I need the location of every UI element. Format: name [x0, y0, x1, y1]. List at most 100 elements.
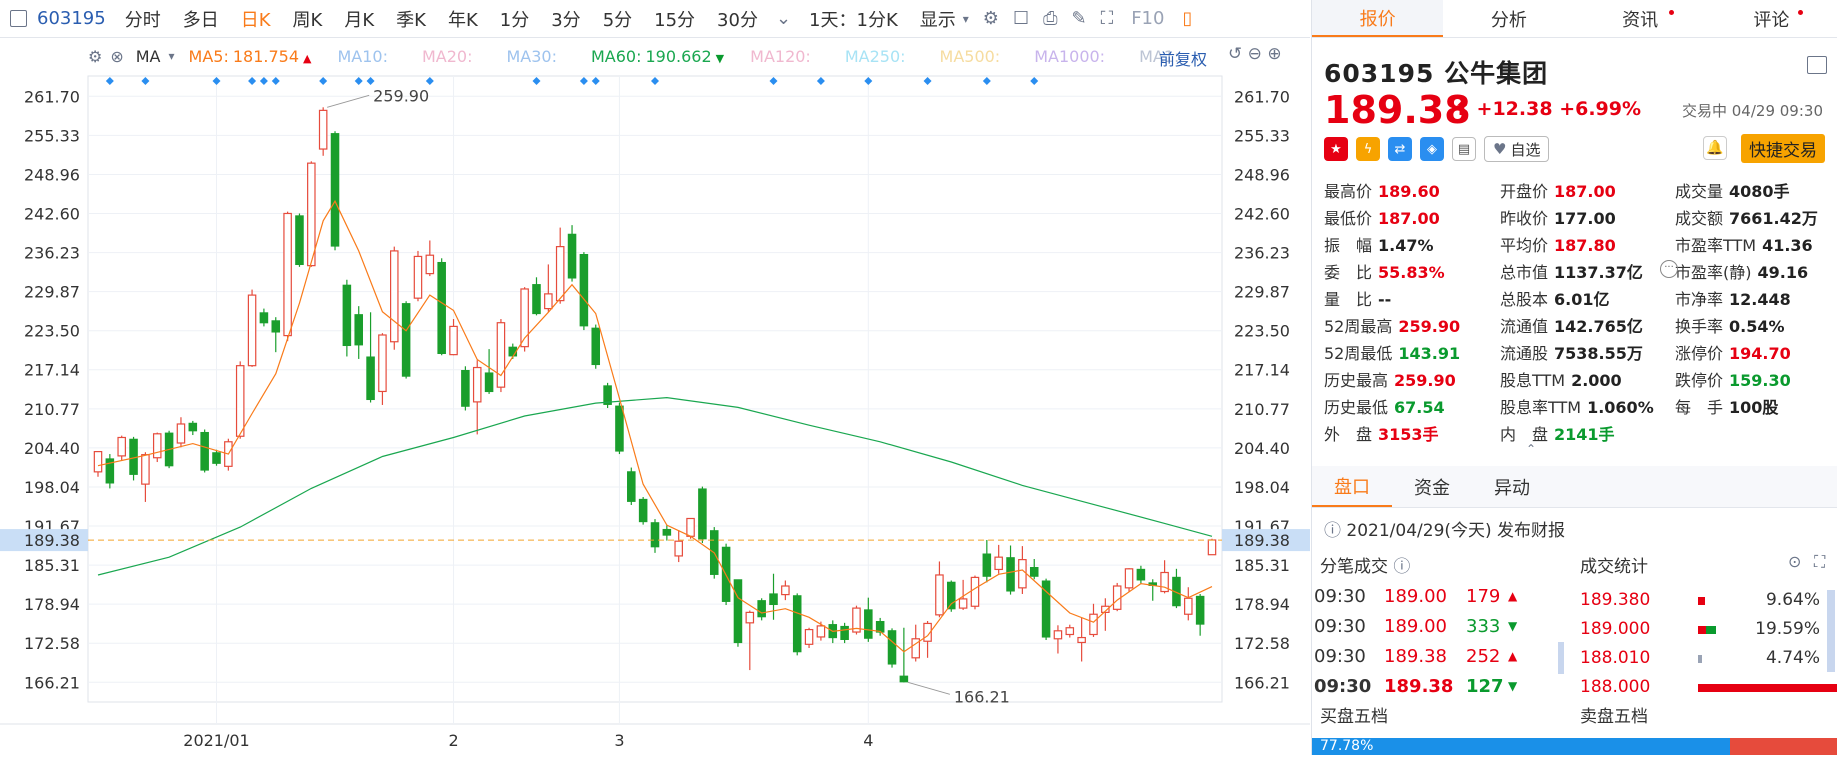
- quote-tab[interactable]: 资讯: [1575, 0, 1706, 37]
- lightning-icon[interactable]: ϟ: [1356, 137, 1380, 161]
- candle-body[interactable]: [1207, 539, 1217, 556]
- quote-tab[interactable]: 报价: [1312, 0, 1444, 37]
- period-tab[interactable]: 年K: [447, 9, 478, 31]
- candle-body[interactable]: [259, 312, 269, 324]
- collapse-icon[interactable]: ⌃: [1526, 442, 1537, 456]
- zoom-out-icon[interactable]: ⊖: [1247, 44, 1262, 64]
- chevron-down-icon[interactable]: ⌄: [775, 8, 792, 29]
- help-icon[interactable]: ⓘ: [1393, 557, 1411, 577]
- candle-body[interactable]: [911, 638, 920, 659]
- chevron-down-icon[interactable]: ▾: [168, 49, 175, 63]
- event-marker-icon[interactable]: [579, 77, 588, 85]
- event-marker-icon[interactable]: [591, 77, 600, 85]
- candle-body[interactable]: [271, 320, 281, 333]
- period-select[interactable]: 1天：1分K: [809, 9, 898, 31]
- candle-body[interactable]: [378, 334, 387, 393]
- period-tab[interactable]: 季K: [396, 9, 426, 31]
- candle-body[interactable]: [247, 294, 257, 367]
- period-tab[interactable]: 5分: [602, 9, 633, 31]
- candle-body[interactable]: [650, 522, 660, 548]
- tag-icon[interactable]: ◈: [1420, 137, 1444, 161]
- candle-body[interactable]: [1136, 568, 1146, 581]
- candle-body[interactable]: [970, 576, 980, 607]
- sub-tab[interactable]: 资金: [1414, 477, 1450, 499]
- candle-body[interactable]: [1053, 630, 1063, 640]
- candle-body[interactable]: [1089, 613, 1098, 636]
- period-tab[interactable]: 15分: [654, 9, 696, 31]
- menu-icon[interactable]: [1807, 56, 1827, 74]
- candle-body[interactable]: [603, 385, 612, 405]
- candle-body[interactable]: [1184, 597, 1193, 615]
- report-notice[interactable]: ⓘ 2021/04/29(今天) 发布财报: [1324, 516, 1565, 541]
- candle-body[interactable]: [1195, 595, 1205, 625]
- candle-body[interactable]: [555, 246, 565, 302]
- candle-body[interactable]: [733, 579, 743, 644]
- candle-body[interactable]: [472, 366, 482, 403]
- adjust-button[interactable]: 前复权: [1159, 50, 1208, 69]
- candle-body[interactable]: [212, 452, 221, 464]
- ma-item[interactable]: MA120:: [750, 47, 819, 66]
- ma-label[interactable]: MA: [135, 46, 161, 66]
- candle-body[interactable]: [674, 540, 683, 557]
- ma-item[interactable]: MA10:: [338, 47, 397, 66]
- ma-item[interactable]: MA500:: [940, 47, 1009, 66]
- more-icon[interactable]: ···: [1660, 260, 1678, 278]
- event-marker-icon[interactable]: [248, 77, 257, 85]
- candle-body[interactable]: [769, 593, 778, 606]
- candle-body[interactable]: [437, 261, 446, 355]
- candle-body[interactable]: [935, 574, 944, 616]
- candle-body[interactable]: [461, 369, 470, 407]
- candle-body[interactable]: [887, 630, 897, 665]
- candle-body[interactable]: [1077, 636, 1086, 644]
- close-circle-icon[interactable]: ⊗: [110, 46, 124, 66]
- f10-button[interactable]: F10: [1131, 8, 1165, 29]
- candle-body[interactable]: [852, 607, 861, 633]
- candle-body[interactable]: [425, 254, 435, 275]
- period-tab[interactable]: 30分: [717, 9, 758, 31]
- candle-body[interactable]: [804, 628, 814, 645]
- candle-body[interactable]: [496, 322, 506, 388]
- display-select[interactable]: 显示: [919, 9, 956, 31]
- event-marker-icon[interactable]: [141, 77, 150, 85]
- settings-gear-icon[interactable]: ⚙: [88, 46, 103, 66]
- ma-item[interactable]: MA250:: [845, 47, 914, 66]
- event-marker-icon[interactable]: [271, 77, 280, 85]
- candle-body[interactable]: [117, 436, 126, 457]
- quick-trade-button[interactable]: 快捷交易: [1741, 134, 1825, 163]
- candle-body[interactable]: [93, 451, 103, 473]
- candle-body[interactable]: [792, 595, 802, 653]
- period-tab[interactable]: 日K: [240, 9, 271, 31]
- candle-body[interactable]: [1065, 627, 1075, 636]
- candle-body[interactable]: [781, 585, 790, 596]
- event-marker-icon[interactable]: [923, 77, 932, 85]
- sub-tab[interactable]: 异动: [1494, 477, 1530, 499]
- candle-body[interactable]: [1018, 559, 1027, 589]
- candle-body[interactable]: [615, 405, 624, 452]
- candle-body[interactable]: [141, 454, 150, 485]
- candle-body[interactable]: [235, 365, 245, 437]
- chevron-down-icon[interactable]: ▾: [962, 11, 969, 26]
- undo-icon[interactable]: ↺: [1228, 44, 1243, 64]
- event-marker-icon[interactable]: [105, 77, 114, 85]
- candle-body[interactable]: [188, 422, 198, 432]
- period-tab[interactable]: 1分: [499, 9, 530, 31]
- ma-item[interactable]: MA5: 181.754 ▲: [189, 47, 312, 66]
- candle-body[interactable]: [899, 675, 909, 683]
- event-marker-icon[interactable]: [212, 77, 221, 85]
- expand-icon[interactable]: ⛶: [1814, 552, 1826, 571]
- candle-body[interactable]: [947, 581, 956, 610]
- candle-body[interactable]: [816, 625, 826, 638]
- layout-toggle-icon[interactable]: [10, 10, 27, 27]
- candle-body[interactable]: [532, 284, 541, 315]
- event-marker-icon[interactable]: [651, 77, 659, 85]
- event-marker-icon[interactable]: [319, 77, 328, 85]
- ma-item[interactable]: MA60: 190.662 ▼: [591, 47, 724, 66]
- stats-scrollbar[interactable]: [1827, 590, 1835, 672]
- candle-body[interactable]: [638, 498, 648, 523]
- candle-body[interactable]: [745, 611, 755, 624]
- event-marker-icon[interactable]: [425, 77, 434, 85]
- candle-body[interactable]: [449, 325, 458, 356]
- event-marker-icon[interactable]: [864, 77, 873, 85]
- candle-body[interactable]: [1006, 557, 1015, 592]
- candle-body[interactable]: [295, 215, 304, 266]
